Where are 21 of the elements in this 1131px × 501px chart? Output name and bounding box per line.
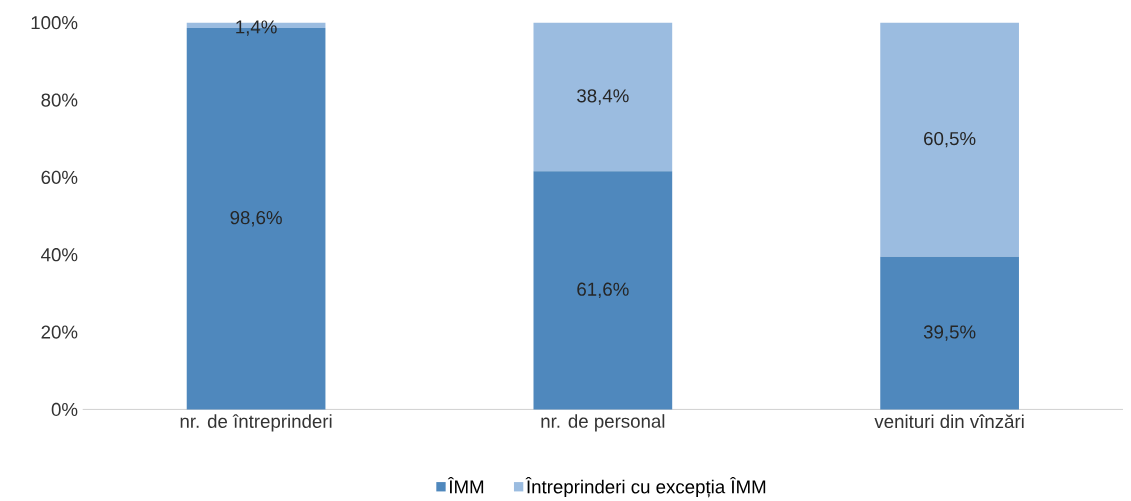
- y-tick-label: 0%: [51, 403, 78, 417]
- legend-label: Întreprinderi cu excepția ÎMM: [525, 477, 766, 498]
- data-label: 39,5%: [923, 325, 976, 341]
- y-tick-label: 100%: [31, 16, 78, 30]
- bar: [533, 22, 673, 172]
- y-tick-label: 80%: [41, 93, 78, 107]
- data-label: 98,6%: [230, 211, 282, 227]
- bar: [880, 256, 1019, 410]
- y-tick-label: 20%: [41, 325, 78, 339]
- legend-label: ÎMM: [447, 477, 484, 494]
- x-tick-label: nr. de personal: [541, 414, 665, 432]
- data-label: 1,4%: [236, 20, 277, 36]
- x-tick-label: nr. de întreprinderi: [180, 414, 332, 432]
- bar: [880, 22, 1019, 257]
- data-label: 60,5%: [924, 132, 976, 148]
- x-tick-label: venituri din vînzări: [874, 414, 1024, 429]
- y-tick-label: 60%: [41, 170, 78, 185]
- bar: [533, 171, 673, 410]
- y-tick-label: 40%: [41, 248, 78, 262]
- data-label: 61,6%: [577, 282, 629, 299]
- data-label: 38,4%: [577, 89, 629, 105]
